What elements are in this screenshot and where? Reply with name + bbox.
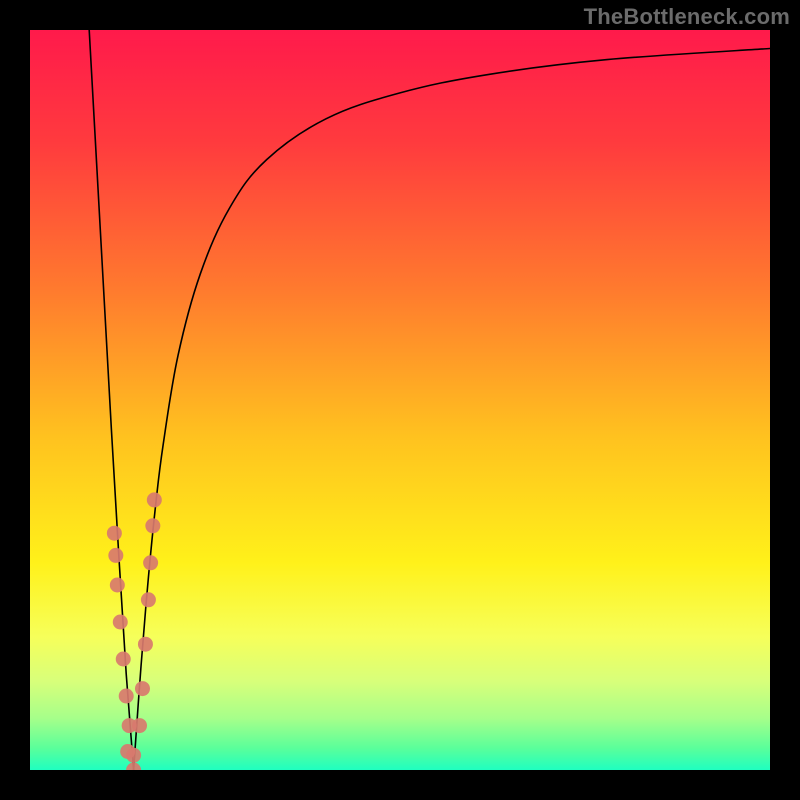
watermark-text: TheBottleneck.com bbox=[584, 4, 790, 30]
data-marker bbox=[107, 526, 122, 541]
data-marker bbox=[132, 718, 147, 733]
chart-stage: TheBottleneck.com bbox=[0, 0, 800, 800]
data-marker bbox=[141, 592, 156, 607]
chart-svg bbox=[0, 0, 800, 800]
data-marker bbox=[116, 652, 131, 667]
data-marker bbox=[138, 637, 153, 652]
data-marker bbox=[119, 689, 134, 704]
data-marker bbox=[145, 518, 160, 533]
data-marker bbox=[108, 548, 123, 563]
data-marker bbox=[113, 615, 128, 630]
data-marker bbox=[147, 492, 162, 507]
data-marker bbox=[110, 578, 125, 593]
data-marker bbox=[135, 681, 150, 696]
data-marker bbox=[143, 555, 158, 570]
data-marker bbox=[120, 744, 135, 759]
